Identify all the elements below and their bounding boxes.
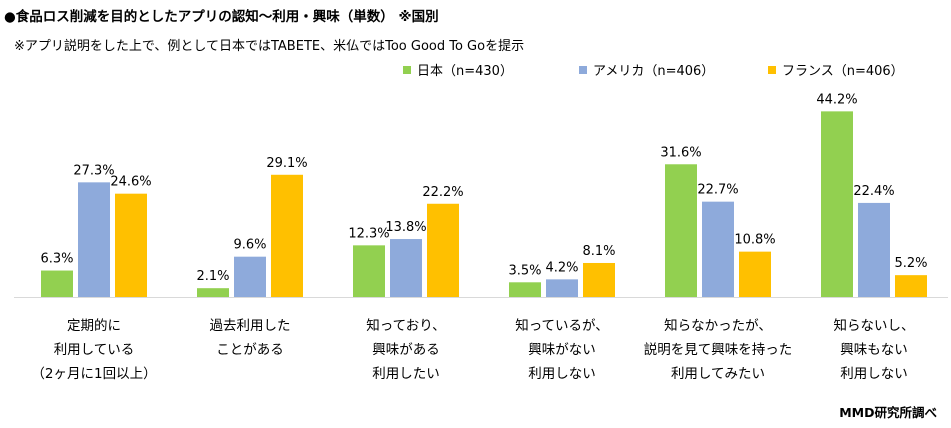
data-label: 5.2%: [894, 256, 927, 271]
data-label: 2.1%: [196, 269, 229, 284]
data-label: 29.1%: [266, 156, 307, 171]
category-label: 興味がある: [372, 342, 440, 358]
category-label: 利用したい: [372, 366, 440, 382]
bar-japan-5: [665, 164, 697, 297]
category-label: ことがある: [216, 342, 284, 358]
category-label: 知らなかったが、: [664, 317, 772, 334]
bar-usa-6: [858, 202, 890, 297]
category-label: 知らないし、: [834, 317, 915, 334]
data-label: 22.2%: [422, 185, 463, 200]
data-label: 44.2%: [816, 92, 857, 107]
bar-france-5: [739, 251, 771, 297]
category-label: 利用しない: [528, 366, 596, 382]
legend-swatch-france: [768, 65, 776, 74]
bar-france-3: [427, 203, 459, 297]
category-label: （2ヶ月に1回以上）: [31, 366, 156, 382]
bar-france-6: [895, 275, 927, 297]
data-label: 10.8%: [734, 233, 775, 248]
legend-item-japan: 日本（n=430）: [403, 60, 513, 79]
chart-title: ●食品ロス削減を目的としたアプリの認知～利用・興味（単数） ※国別: [4, 9, 439, 25]
data-label: 4.2%: [545, 260, 578, 275]
category-label: 説明を見て興味を持った: [644, 342, 793, 358]
data-label: 22.4%: [853, 184, 894, 199]
bar-usa-4: [546, 279, 578, 297]
bar-japan-1: [41, 270, 73, 297]
category-label: 過去利用した: [210, 318, 291, 334]
legend-swatch-usa: [579, 65, 587, 74]
source-credit: MMD研究所調べ: [839, 405, 937, 420]
data-label: 13.8%: [385, 220, 426, 235]
chart-subtitle: ※アプリ説明をした上で、例として日本ではTABETE、米仏ではToo Good …: [14, 39, 525, 54]
bar-japan-4: [509, 282, 541, 297]
category-label: 興味もない: [840, 342, 908, 358]
data-label: 31.6%: [660, 145, 701, 160]
legend-label-japan: 日本（n=430）: [417, 64, 513, 79]
legend-item-france: フランス（n=406）: [768, 60, 904, 79]
legend-label-france: フランス（n=406）: [782, 64, 904, 79]
category-label: 定期的に: [67, 318, 121, 334]
legend-label-usa: アメリカ（n=406）: [593, 64, 715, 79]
bar-usa-5: [702, 201, 734, 297]
bar-france-4: [583, 262, 615, 297]
category-label: 利用しない: [840, 366, 908, 382]
data-label: 3.5%: [508, 263, 541, 278]
legend-swatch-japan: [403, 65, 411, 74]
bar-usa-2: [234, 256, 266, 297]
data-label: 12.3%: [348, 226, 389, 241]
bar-japan-6: [821, 111, 853, 297]
category-label: 知っており、: [366, 317, 445, 334]
bar-france-2: [271, 174, 303, 297]
data-label: 9.6%: [233, 238, 266, 253]
legend-item-usa: アメリカ（n=406）: [579, 60, 714, 79]
bar-usa-3: [390, 239, 422, 297]
bar-japan-2: [197, 288, 229, 297]
category-label: 興味がない: [528, 342, 596, 358]
bar-france-1: [115, 193, 147, 297]
data-label: 6.3%: [40, 252, 73, 267]
category-label: 知っているが、: [515, 317, 609, 334]
category-label: 利用している: [54, 342, 135, 358]
data-label: 24.6%: [110, 175, 151, 190]
bar-usa-1: [78, 182, 110, 297]
category-label: 利用してみたい: [671, 366, 765, 382]
data-label: 8.1%: [582, 244, 615, 259]
data-label: 27.3%: [73, 163, 114, 178]
data-label: 22.7%: [697, 183, 738, 198]
bar-japan-3: [353, 245, 385, 297]
